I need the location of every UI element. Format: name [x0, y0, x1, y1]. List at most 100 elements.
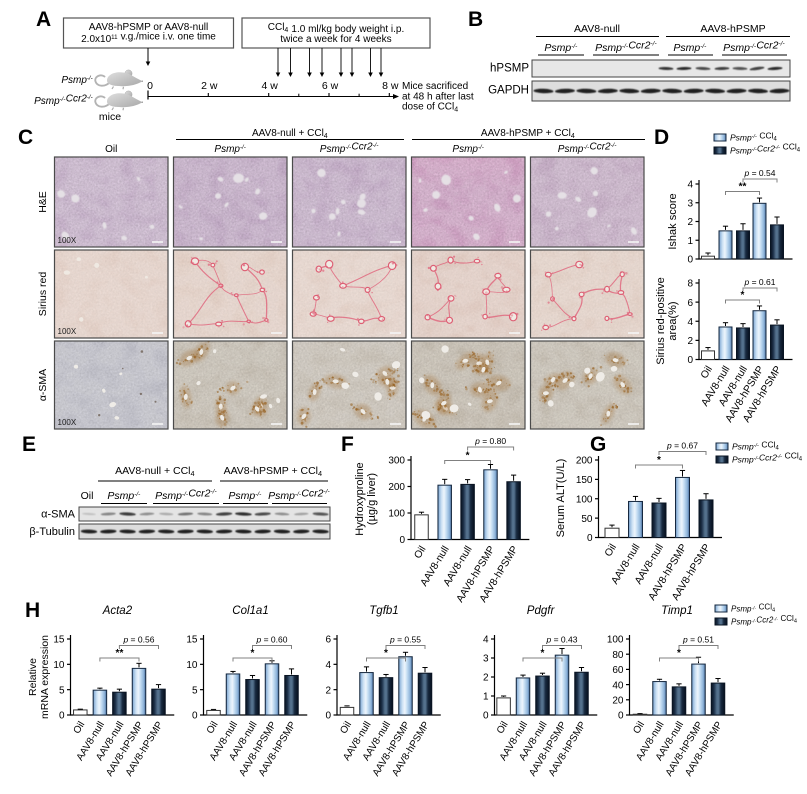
- svg-text:p = 0.51: p = 0.51: [682, 634, 714, 644]
- svg-text:p = 0.43: p = 0.43: [546, 634, 578, 644]
- svg-text:Acta2: Acta2: [102, 605, 133, 617]
- svg-text:100: 100: [388, 509, 405, 520]
- svg-text:100X: 100X: [58, 327, 77, 336]
- svg-text:100: 100: [576, 494, 593, 505]
- svg-text:Oil: Oil: [205, 720, 221, 736]
- svg-text:C: C: [18, 126, 33, 149]
- svg-text:AAV8-hPSMP or AAV8-null: AAV8-hPSMP or AAV8-null: [89, 22, 209, 33]
- svg-text:Relative: Relative: [27, 658, 39, 696]
- svg-text:area(%): area(%): [667, 301, 679, 340]
- svg-text:CCl4 1.0 ml/kg body weight i.: CCl4 1.0 ml/kg body weight i.p.: [268, 22, 404, 35]
- svg-text:AAV8-null + CCl4: AAV8-null + CCl4: [115, 465, 195, 478]
- svg-text:5: 5: [192, 685, 198, 696]
- svg-text:0: 0: [483, 711, 489, 722]
- svg-text:AAV8-hPSMP + CCl4: AAV8-hPSMP + CCl4: [481, 128, 575, 140]
- svg-text:Hydroxyproline: Hydroxyproline: [354, 462, 366, 535]
- svg-text:*: *: [657, 455, 661, 466]
- svg-text:mRNA expression: mRNA expression: [39, 635, 51, 719]
- svg-text:0: 0: [59, 711, 65, 722]
- svg-text:AAV8-hPSMP + CCl4: AAV8-hPSMP + CCl4: [224, 465, 323, 478]
- svg-text:100: 100: [607, 635, 624, 646]
- svg-text:Psmp-/- Ccr2-/-: Psmp-/- Ccr2-/-: [558, 142, 617, 155]
- svg-text:Oil: Oil: [495, 720, 511, 736]
- svg-text:4: 4: [325, 660, 331, 671]
- svg-text:p = 0.67: p = 0.67: [666, 440, 698, 450]
- svg-text:200: 200: [388, 482, 405, 493]
- svg-text:p = 0.54: p = 0.54: [744, 168, 776, 178]
- svg-text:Psmp-/- Ccr2-/-: Psmp-/- Ccr2-/-: [34, 94, 93, 107]
- svg-text:Psmp-/- CCl4: Psmp-/- CCl4: [731, 603, 775, 614]
- svg-text:Psmp-/-: Psmp-/-: [61, 75, 93, 86]
- svg-text:8: 8: [687, 279, 693, 290]
- svg-text:0: 0: [147, 80, 153, 92]
- svg-text:*: *: [384, 648, 388, 659]
- svg-text:2: 2: [687, 336, 693, 347]
- svg-text:0: 0: [687, 355, 693, 366]
- svg-text:4: 4: [687, 180, 693, 191]
- svg-text:p = 0.60: p = 0.60: [256, 634, 288, 644]
- svg-text:0: 0: [399, 535, 405, 546]
- svg-text:Oil: Oil: [413, 544, 429, 560]
- svg-text:Psmp-/- Ccr2-/-: Psmp-/- Ccr2-/-: [320, 142, 379, 155]
- svg-text:Psmp-/- Ccr2-/- CCl4: Psmp-/- Ccr2-/- CCl4: [732, 451, 803, 465]
- svg-text:5: 5: [59, 685, 65, 696]
- svg-text:p = 0.80: p = 0.80: [474, 436, 506, 446]
- svg-text:15: 15: [53, 635, 65, 646]
- svg-text:0: 0: [587, 533, 593, 544]
- svg-text:150: 150: [576, 475, 593, 486]
- svg-text:Psmp-/-: Psmp-/-: [228, 490, 262, 502]
- svg-text:*: *: [466, 451, 470, 462]
- svg-text:Tgfb1: Tgfb1: [369, 605, 398, 617]
- svg-text:hPSMP: hPSMP: [490, 63, 529, 75]
- svg-text:**: **: [739, 182, 747, 193]
- svg-text:Psmp-/-: Psmp-/-: [107, 490, 141, 502]
- svg-text:10: 10: [186, 660, 198, 671]
- svg-text:Psmp-/- Ccr2-/-: Psmp-/- Ccr2-/-: [595, 40, 657, 54]
- svg-text:2: 2: [325, 685, 331, 696]
- svg-text:Oil: Oil: [72, 720, 88, 736]
- svg-text:Oil: Oil: [338, 720, 354, 736]
- svg-text:*: *: [677, 648, 681, 659]
- svg-text:D: D: [654, 126, 669, 149]
- svg-text:200: 200: [576, 456, 593, 467]
- svg-text:dose of CCl4: dose of CCl4: [402, 102, 458, 114]
- svg-text:Psmp-/-: Psmp-/-: [544, 42, 578, 54]
- svg-text:AAV8-null: AAV8-null: [574, 23, 620, 35]
- svg-text:Psmp-/- Ccr2-/-: Psmp-/- Ccr2-/-: [723, 40, 785, 54]
- svg-text:Serum ALT(U/L): Serum ALT(U/L): [555, 459, 567, 538]
- svg-text:Oil: Oil: [631, 720, 647, 736]
- svg-text:p = 0.55: p = 0.55: [389, 634, 421, 644]
- svg-text:AAV8-null + CCl4: AAV8-null + CCl4: [252, 128, 328, 140]
- svg-text:Oil: Oil: [105, 144, 117, 155]
- svg-text:20: 20: [612, 696, 624, 707]
- svg-text:3: 3: [687, 198, 693, 209]
- svg-text:*: *: [741, 290, 745, 301]
- svg-text:Psmp-/- Ccr2-/-: Psmp-/- Ccr2-/-: [268, 488, 330, 502]
- svg-text:4 w: 4 w: [262, 80, 279, 92]
- svg-text:1: 1: [687, 236, 693, 247]
- svg-text:10: 10: [53, 660, 65, 671]
- svg-text:Psmp-/- Ccr2-/-: Psmp-/- Ccr2-/-: [155, 488, 217, 502]
- svg-text:0: 0: [687, 255, 693, 266]
- svg-text:4: 4: [687, 317, 693, 328]
- svg-text:2 w: 2 w: [201, 80, 218, 92]
- svg-text:α-SMA: α-SMA: [37, 369, 49, 401]
- svg-text:Psmp-/- Ccr2-/- CCl4: Psmp-/- Ccr2-/- CCl4: [730, 142, 801, 156]
- svg-text:Timp1: Timp1: [661, 605, 693, 617]
- svg-text:*: *: [251, 648, 255, 659]
- svg-text:Pdgfr: Pdgfr: [527, 605, 556, 617]
- svg-text:E: E: [22, 433, 36, 456]
- svg-text:G: G: [590, 433, 606, 456]
- svg-text:at 48 h after last: at 48 h after last: [402, 92, 474, 103]
- svg-text:6: 6: [325, 635, 331, 646]
- svg-text:2: 2: [483, 673, 489, 684]
- svg-text:0: 0: [618, 711, 624, 722]
- svg-text:H&E: H&E: [37, 191, 49, 213]
- svg-text:β-Tubulin: β-Tubulin: [29, 526, 75, 538]
- svg-text:100X: 100X: [58, 418, 77, 427]
- svg-text:Psmp-/-: Psmp-/-: [673, 42, 707, 54]
- svg-text:Oil: Oil: [81, 490, 94, 502]
- svg-text:4: 4: [483, 635, 489, 646]
- svg-text:Sirius red: Sirius red: [37, 272, 49, 317]
- svg-text:AAV8-hPSMP: AAV8-hPSMP: [700, 23, 765, 35]
